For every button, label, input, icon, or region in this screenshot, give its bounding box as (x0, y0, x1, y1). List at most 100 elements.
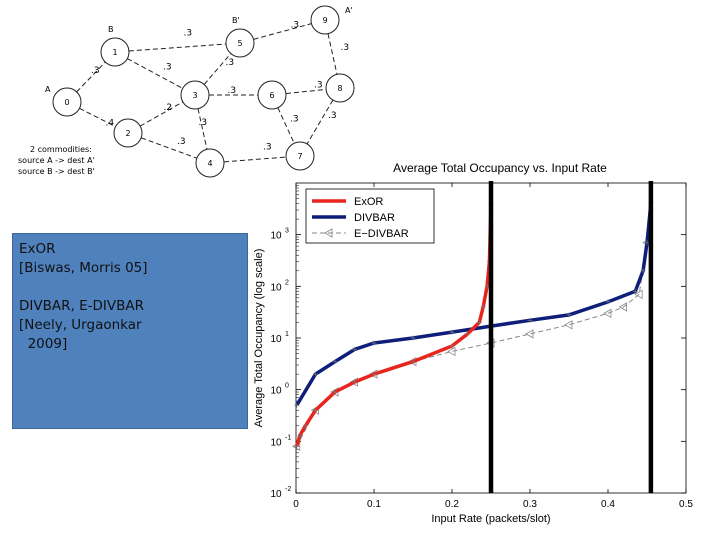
edge-probability-label: .3 (341, 43, 350, 53)
series-point (634, 289, 643, 300)
network-node-label: A' (345, 6, 353, 15)
edge-probability-label: .3 (184, 29, 193, 39)
series-point (640, 268, 646, 274)
edge-probability-label: .3 (291, 21, 300, 31)
network-edge (253, 23, 312, 40)
network-edge (128, 43, 227, 52)
series-point (525, 329, 534, 339)
network-node-label: B' (232, 16, 240, 25)
y-tick-label: 10 (270, 231, 282, 242)
network-edge (306, 99, 334, 145)
chart-title: Average Total Occupancy vs. Input Rate (393, 161, 607, 175)
series-point (605, 299, 611, 305)
network-node-id: 9 (322, 16, 327, 25)
network-nodes: 0 A 1 B 2 3 4 5 B' 6 7 8 9 A' (45, 5, 355, 178)
caption-line-2: source A -> dest A' (18, 156, 95, 165)
series-point (449, 343, 455, 349)
reference-exor-name: ExOR (19, 241, 56, 257)
network-node-9 (310, 5, 340, 35)
series-point (294, 443, 300, 449)
x-tick-label: 0.5 (679, 499, 693, 510)
network-node-5 (225, 28, 255, 58)
series-point (302, 423, 308, 429)
network-edge (139, 101, 184, 127)
network-edge (203, 53, 232, 85)
network-node-4 (195, 148, 225, 178)
network-node-id: 6 (269, 91, 274, 100)
network-edge (76, 61, 106, 93)
edge-probability-label: .3 (228, 86, 237, 96)
edge-probability-label: .3 (91, 66, 100, 76)
series-point (332, 359, 338, 365)
edge-probability-label: .3 (163, 63, 172, 73)
reference-box: ExOR [Biswas, Morris 05] DIVBAR, E-DIVBA… (12, 233, 248, 429)
network-diagram: .3 .4 .3 .3 .2 .3 .3 .3 .3 .3 .3 .3 .3 .3 .3 0 A 1 B 2 3 4 5 B… (18, 5, 355, 178)
series-point (294, 402, 300, 408)
x-axis-title: Input Rate (packets/slot) (431, 513, 550, 525)
network-node-label: B (108, 25, 114, 34)
edge-probability-label: .3 (177, 137, 186, 147)
reference-gap (19, 278, 241, 297)
series-point (449, 329, 455, 335)
series-point (371, 371, 377, 377)
network-edge (79, 107, 116, 128)
series-point (480, 304, 486, 310)
series-point (297, 432, 303, 438)
series-point (476, 319, 482, 325)
network-node-7 (285, 141, 315, 171)
network-node-id: 0 (64, 98, 69, 107)
network-edge (285, 88, 327, 95)
network-edge (223, 156, 287, 163)
edge-probability-label: .3 (314, 81, 323, 91)
y-tick-exponent: 0 (285, 383, 289, 390)
network-edge (277, 107, 295, 144)
x-tick-label: 0.4 (601, 499, 615, 510)
x-tick-label: 0.3 (523, 499, 537, 510)
network-node-2 (113, 118, 143, 148)
y-tick-exponent: -1 (285, 434, 291, 441)
y-tick-label: 10 (270, 386, 282, 397)
series-point (410, 359, 416, 365)
legend-marker (324, 228, 333, 238)
reference-divbar-citation: [Neely, Urgaonkar (19, 317, 142, 333)
series-point (632, 288, 638, 294)
series-point (313, 407, 318, 413)
series-point (352, 346, 357, 352)
series-point (332, 389, 338, 395)
legend-label-0: ExOR (354, 196, 383, 208)
y-tick-label: 10 (270, 489, 282, 500)
edge-probability-label: .3 (226, 58, 235, 68)
x-tick-label: 0.2 (445, 499, 459, 510)
series-point (371, 340, 377, 346)
series-point (527, 317, 533, 323)
network-edge (127, 58, 183, 89)
caption-line-1: 2 commodities: (30, 145, 92, 154)
series-point (313, 371, 318, 377)
legend-label-1: DIVBAR (354, 212, 395, 224)
y-tick-label: 10 (270, 437, 282, 448)
network-edge (327, 33, 338, 75)
vertical-markers (488, 181, 654, 493)
series-point (447, 346, 456, 357)
network-edge (140, 137, 198, 159)
series-point (410, 335, 416, 341)
y-tick-exponent: 3 (285, 228, 289, 235)
network-edges (76, 23, 338, 163)
network-edge-labels: .3 .4 .3 .3 .2 .3 .3 .3 .3 .3 .3 .3 .3 .3 .3 (91, 21, 349, 153)
network-node-id: 8 (337, 84, 342, 93)
network-node-8 (325, 73, 355, 103)
network-node-id: 4 (207, 159, 212, 168)
network-node-id: 5 (237, 39, 242, 48)
network-node-3 (180, 80, 210, 110)
edge-probability-label: .3 (199, 118, 208, 128)
series-point (564, 320, 573, 330)
x-tick-label: 0 (293, 499, 299, 510)
series-point (352, 379, 357, 385)
series-point (618, 302, 627, 312)
network-edge (197, 108, 208, 150)
network-node-id: 2 (125, 129, 130, 138)
edge-probability-label: .2 (164, 103, 173, 113)
y-axis-title: Average Total Occupancy (log scale) (253, 249, 265, 428)
network-node-id: 3 (192, 91, 197, 100)
